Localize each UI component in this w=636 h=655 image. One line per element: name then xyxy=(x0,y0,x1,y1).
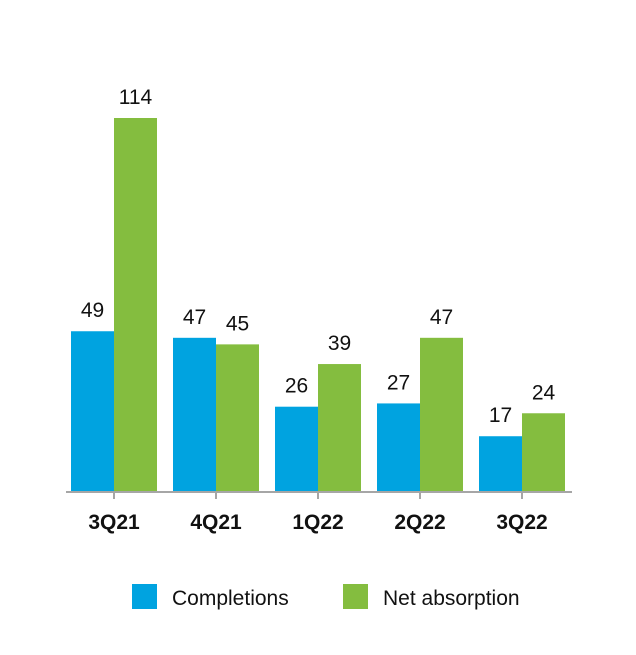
data-label-completions-3q22: 17 xyxy=(489,404,512,427)
bar-completions-4q21 xyxy=(173,337,216,492)
bar-completions-3q21 xyxy=(71,331,114,492)
legend: Completions Net absorption xyxy=(132,584,520,610)
x-tick-label-2q22: 2Q22 xyxy=(394,511,445,534)
x-axis: 3Q21 4Q21 1Q22 2Q22 3Q22 xyxy=(66,491,572,534)
bar-net-absorption-3q21 xyxy=(114,118,157,492)
data-label-completions-3q21: 49 xyxy=(81,299,104,322)
bar-net-absorption-4q21 xyxy=(216,344,259,492)
data-label-completions-2q22: 27 xyxy=(387,371,410,394)
data-label-completions-4q21: 47 xyxy=(183,306,206,329)
x-tick-label-3q21: 3Q21 xyxy=(88,511,140,534)
bar-net-absorption-2q22 xyxy=(420,337,463,492)
bar-net-absorption-3q22 xyxy=(522,413,565,492)
legend-swatch-net-absorption xyxy=(343,584,368,609)
data-label-completions-1q22: 26 xyxy=(285,375,308,398)
value-labels-layer: 49 114 47 45 26 39 27 47 17 24 xyxy=(81,86,556,427)
data-label-net-absorption-1q22: 39 xyxy=(328,332,351,355)
data-label-net-absorption-3q21: 114 xyxy=(119,86,153,109)
data-label-net-absorption-3q22: 24 xyxy=(532,381,556,404)
bar-net-absorption-1q22 xyxy=(318,364,361,492)
data-label-net-absorption-2q22: 47 xyxy=(430,306,453,329)
x-tick-label-4q21: 4Q21 xyxy=(190,511,242,534)
bar-completions-1q22 xyxy=(275,406,318,492)
x-tick-label-3q22: 3Q22 xyxy=(496,511,547,534)
legend-swatch-completions xyxy=(132,584,157,609)
bar-completions-3q22 xyxy=(479,436,522,492)
legend-label-completions: Completions xyxy=(172,587,289,610)
legend-label-net-absorption: Net absorption xyxy=(383,587,520,610)
x-tick-label-1q22: 1Q22 xyxy=(292,511,343,534)
bars-layer xyxy=(71,118,565,492)
data-label-net-absorption-4q21: 45 xyxy=(226,312,249,335)
bar-completions-2q22 xyxy=(377,403,420,492)
